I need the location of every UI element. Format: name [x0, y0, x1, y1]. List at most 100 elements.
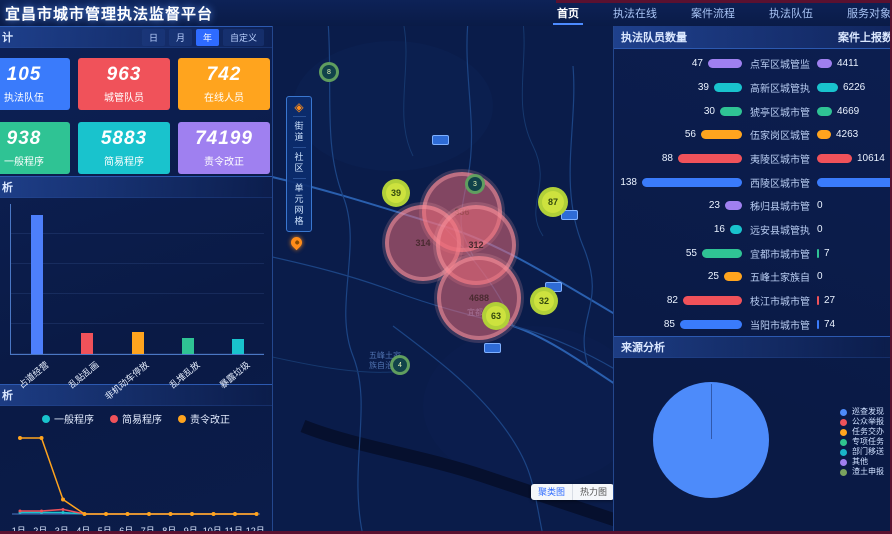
nav-tab-2[interactable]: 执法在线 [613, 8, 657, 20]
team-members-count: 82 [666, 294, 678, 306]
team-name: 五峰土家族自治... [750, 273, 810, 285]
nav-tab-4[interactable]: 执法队伍 [769, 8, 813, 20]
map-type-toggle: 聚类图 热力图 [531, 484, 613, 500]
team-members-count: 138 [620, 176, 637, 188]
map-toggle-option-2[interactable]: 热力图 [572, 484, 613, 500]
team-cases-bar [817, 82, 838, 92]
team-cases-bar [817, 59, 832, 69]
pie-legend-item-4: 专项任务 [840, 438, 884, 446]
nav-tab-5[interactable]: 服务对象 [847, 8, 891, 20]
legend-item-1: 一般程序 [42, 411, 94, 426]
date-filter: 日月年自定义 [141, 28, 264, 46]
green-marker[interactable]: 87 [538, 187, 568, 217]
stat-value: 938 [6, 128, 42, 149]
legend-label: 一般程序 [54, 415, 94, 426]
team-cases-group: 27 [817, 295, 892, 306]
legend-dot [110, 414, 118, 423]
date-tab-4[interactable]: 自定义 [222, 28, 264, 46]
date-tab-2[interactable]: 月 [168, 28, 192, 46]
nav-tab-3[interactable]: 案件流程 [691, 8, 735, 20]
team-cases-bar [817, 319, 819, 329]
green-marker[interactable]: 39 [382, 179, 410, 207]
cluster-marker[interactable]: 4688 [437, 256, 521, 340]
team-members-count: 55 [685, 247, 697, 259]
app-title: 宜昌市城市管理执法监督平台 [5, 5, 214, 23]
team-row: 56 伍家岗区城管执... 4263 [614, 124, 892, 146]
team-members-bar [680, 319, 742, 329]
place-label: 五峰土家 [369, 351, 401, 360]
team-cases-group: 0 [817, 200, 892, 211]
nav-tab-1[interactable]: 首页 [540, 0, 596, 26]
team-members-group: 88 [614, 153, 742, 164]
x-tick-label: 1月 [11, 526, 26, 534]
cases-title: 案件上报数量 [838, 32, 892, 44]
team-cases-count: 0 [817, 200, 823, 212]
source-section: 来源分析 巡查发现 公众举报 任务交办 专项任务 部门移送 其他 渣土申报 [614, 336, 892, 534]
team-members-bar [642, 177, 742, 187]
pie-legend-item-3: 任务交办 [840, 428, 884, 436]
team-row: 88 夷陵区城市管理... 10614 [614, 147, 892, 169]
legend-item-2: 简易程序 [110, 411, 162, 426]
team-row: 82 枝江市城市管理... 27 [614, 289, 892, 311]
pie-legend-label: 巡查发现 [852, 407, 884, 416]
team-members-count: 25 [707, 271, 719, 283]
small-marker[interactable]: 3 [465, 174, 485, 194]
team-cases-group: 0 [817, 271, 892, 282]
pie-legend-dot [840, 448, 847, 456]
green-marker[interactable]: 32 [530, 287, 558, 315]
stats-section-title: 计 [2, 32, 13, 44]
team-members-bar [730, 224, 742, 234]
stat-label: 在线人员 [204, 93, 244, 104]
pie-legend-item-2: 公众举报 [840, 418, 884, 426]
pie-legend-label: 公众举报 [852, 417, 884, 426]
team-row: 55 宜都市城市管理... 7 [614, 242, 892, 264]
window-edge [556, 0, 892, 3]
map-layer-item-2[interactable]: 社区 [292, 147, 306, 178]
green-marker[interactable]: 63 [482, 302, 510, 330]
team-cases-count: 4263 [836, 129, 859, 141]
team-cases-bar [817, 248, 819, 258]
pie-legend-dot [840, 468, 847, 476]
x-tick-label: 3月 [54, 526, 69, 534]
legend-label: 简易程序 [122, 415, 162, 426]
team-cases-count: 27 [824, 294, 836, 306]
team-cases-bar [817, 295, 819, 305]
road-badge-icon [432, 135, 449, 145]
legend-label: 责令改正 [190, 415, 230, 426]
date-tab-1[interactable]: 日 [141, 28, 165, 46]
stat-card-3: 742 在线人员 [178, 58, 270, 110]
small-marker[interactable]: 4 [390, 355, 410, 375]
case-type-section: 析 占道经营 乱贴乱画 非机动车停放 乱堆乱放 暴露垃圾 [0, 176, 272, 402]
map-layer-item-1[interactable]: 街道 [292, 116, 306, 147]
stat-value: 742 [206, 64, 242, 85]
date-tab-3[interactable]: 年 [195, 28, 219, 46]
team-members-bar [678, 153, 742, 163]
team-members-bar [701, 130, 742, 140]
team-cases-group: 0 [817, 224, 892, 235]
team-cases-group: 4669 [817, 106, 892, 117]
line-chart-x-axis: 1月 2月 3月 4月 5月 6月 7月 8月 9月 10月 11月 12月 [0, 524, 272, 534]
map-toggle-option-1[interactable]: 聚类图 [538, 487, 566, 497]
trend-section-header: 析 [0, 384, 272, 406]
case-type-section-header: 析 [0, 176, 272, 198]
x-tick-label: 12月 [245, 526, 265, 534]
x-tick-label: 7月 [140, 526, 155, 534]
case-type-section-title: 析 [2, 182, 13, 194]
team-members-group: 30 [614, 106, 742, 117]
map-layer-item-3[interactable]: 单元网格 [292, 178, 306, 231]
stat-value: 74199 [195, 128, 253, 149]
teams-list: 47 点军区城管监察... 4411 39 高新区城管执法... 6226 30 猇亭区城市管… [614, 49, 892, 336]
small-marker[interactable]: 8 [319, 62, 339, 82]
team-cases-count: 10614 [857, 152, 885, 164]
team-name: 猇亭区城市管理... [750, 107, 810, 119]
bar [131, 331, 144, 354]
pie-legend-label: 渣土申报 [852, 467, 884, 476]
app-header: 宜昌市城市管理执法监督平台 首页 执法在线 案件流程 执法队伍 服务对象 [0, 0, 892, 26]
team-name: 夷陵区城市管理... [750, 154, 810, 166]
team-row: 85 当阳市城市管理... 74 [614, 313, 892, 335]
bar-item-3: 非机动车停放 [103, 204, 151, 402]
stat-value: 105 [6, 64, 42, 85]
